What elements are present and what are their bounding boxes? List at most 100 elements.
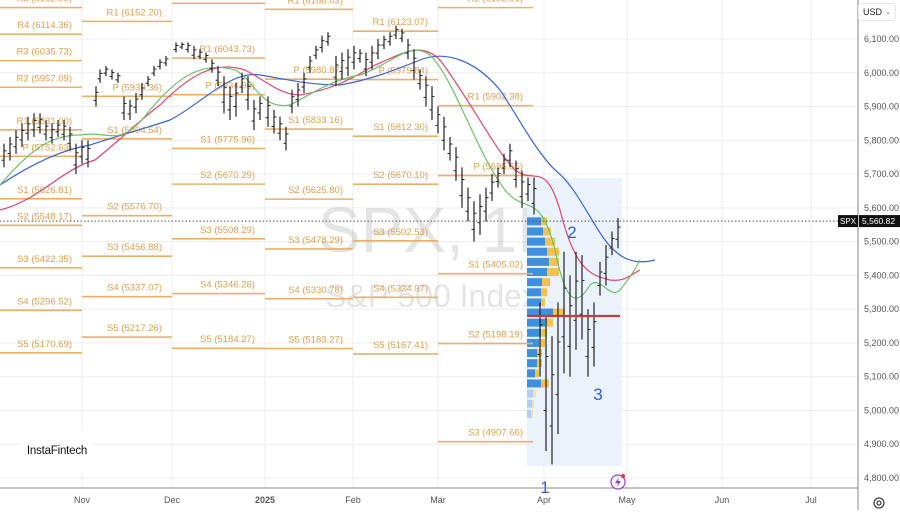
price-tick-label: 5,300.00 bbox=[864, 304, 899, 314]
price-tick-label: 4,800.00 bbox=[864, 473, 899, 483]
price-tick-label: 5,400.00 bbox=[864, 270, 899, 280]
time-tick-label: Feb bbox=[345, 495, 361, 505]
volume-bar-up bbox=[527, 379, 541, 387]
pivot-label: S2 (5198.19) bbox=[468, 330, 523, 341]
price-tick-label: 5,500.00 bbox=[864, 237, 899, 247]
pivot-label: S4 (5296.52) bbox=[17, 296, 72, 307]
pivot-label: R1 (5902.38) bbox=[468, 92, 523, 103]
pivot-label: S2 (5670.10) bbox=[373, 170, 428, 181]
time-axis: Nov Dec 2025 Feb Mar Apr May Jun Jul bbox=[0, 488, 858, 505]
pivot-label: S5 (5184.27) bbox=[200, 334, 255, 345]
price-tick-label: 5,700.00 bbox=[864, 169, 899, 179]
price-tick-label: 6,000.00 bbox=[864, 68, 899, 78]
volume-bar-up bbox=[527, 369, 535, 377]
alert-dot bbox=[621, 474, 625, 478]
pivot-label: S3 (4907.66) bbox=[468, 428, 523, 439]
pivot-label: R1 (6123.07) bbox=[373, 17, 428, 28]
volume-bar-down bbox=[541, 298, 545, 306]
volume-bar-down bbox=[541, 288, 547, 296]
volume-bar-down bbox=[532, 400, 534, 408]
pivot-label: S3 (5422.35) bbox=[17, 254, 72, 265]
pivot-label: R3 (6035.73) bbox=[17, 47, 72, 58]
volume-bar-up bbox=[527, 349, 537, 357]
chevron-down-icon: ⌄ bbox=[885, 8, 891, 16]
pivot-label: R2 (5957.09) bbox=[17, 73, 72, 84]
price-tick-label: 5,000.00 bbox=[864, 405, 899, 415]
volume-bar-up bbox=[527, 329, 541, 337]
currency-select[interactable]: USD ⌄ bbox=[858, 3, 896, 21]
volume-bar-up bbox=[527, 298, 541, 306]
pivot-label: S4 (5334.97) bbox=[373, 283, 428, 294]
pivot-label: S1 (5626.81) bbox=[17, 185, 72, 196]
price-tick-label: 5,200.00 bbox=[864, 338, 899, 348]
price-tick-label: 4,900.00 bbox=[864, 439, 899, 449]
price-tick-label: 5,100.00 bbox=[864, 372, 899, 382]
time-tick-label: Nov bbox=[74, 495, 91, 505]
symbol-watermark: SPX, 1D S&P 500 Index bbox=[318, 194, 563, 314]
volume-bar-up bbox=[527, 390, 533, 398]
time-tick-label: Jun bbox=[715, 495, 730, 505]
volume-bar-up bbox=[527, 319, 545, 327]
volume-bar-up bbox=[527, 400, 532, 408]
pivot-label: S3 (5478.29) bbox=[288, 235, 343, 246]
volume-bar-down bbox=[535, 369, 539, 377]
pivot-label: R5 (6192.99) bbox=[17, 0, 72, 5]
time-tick-label: Mar bbox=[430, 495, 446, 505]
volume-bar-down bbox=[542, 278, 550, 286]
volume-bar-up bbox=[527, 227, 543, 235]
pivot-label: S3 (5508.29) bbox=[200, 225, 255, 236]
pivot-label: S2 (5576.70) bbox=[107, 202, 162, 213]
pivot-label: R1 (6043.73) bbox=[200, 44, 255, 55]
volume-bar-up bbox=[527, 238, 545, 246]
volume-bar-up bbox=[527, 288, 541, 296]
volume-bar-down bbox=[531, 410, 533, 418]
pivot-label: S3 (5502.53) bbox=[373, 227, 428, 238]
pivot-label: P (5930.36) bbox=[113, 82, 162, 93]
pivot-label: R1 (6152.20) bbox=[107, 7, 162, 18]
time-tick-label: 2025 bbox=[255, 495, 275, 505]
pivot-label: S4 (5330.78) bbox=[288, 285, 343, 296]
volume-bar-up bbox=[527, 359, 537, 367]
volume-bar-up bbox=[527, 278, 542, 286]
pivot-label: S5 (5183.27) bbox=[288, 335, 343, 346]
watermark-description: S&P 500 Index bbox=[325, 278, 538, 314]
volume-bar-up bbox=[527, 268, 547, 276]
time-tick-label: Dec bbox=[164, 495, 181, 505]
pivot-label: R4 (6114.36) bbox=[17, 20, 72, 31]
pivot-label: S5 (5170.69) bbox=[17, 339, 72, 350]
wave-label-2: 2 bbox=[567, 223, 576, 242]
wave-label-3: 3 bbox=[593, 385, 602, 404]
pivot-label: S5 (5167.41) bbox=[373, 340, 428, 351]
pivot-label: S5 (5217.26) bbox=[107, 323, 162, 334]
time-tick-label: May bbox=[618, 495, 636, 505]
volume-bar-down bbox=[547, 268, 559, 276]
volume-bar-up bbox=[527, 410, 531, 418]
symbol-tag-label: SPX bbox=[840, 217, 857, 226]
volume-bar-up bbox=[527, 248, 547, 256]
instafintech-logo: InstaFintech bbox=[20, 430, 94, 472]
pivot-label: S1 (5812.30) bbox=[373, 122, 428, 133]
last-price-value: 5,560.82 bbox=[862, 216, 895, 226]
volume-bar-down bbox=[547, 248, 559, 256]
volume-bar-down bbox=[541, 379, 549, 387]
pivot-label: S1 (5775.96) bbox=[200, 134, 255, 145]
pivot-label: S2 (5670.29) bbox=[200, 170, 255, 181]
volume-bar-up bbox=[527, 258, 549, 266]
currency-label: USD bbox=[863, 7, 882, 17]
lightning-icon[interactable] bbox=[611, 474, 625, 489]
price-tick-label: 5,900.00 bbox=[864, 102, 899, 112]
price-tick-label: 6,100.00 bbox=[864, 34, 899, 44]
time-tick-label: Jul bbox=[805, 495, 817, 505]
pivot-label: R2 (6192.91) bbox=[468, 0, 523, 5]
pivot-label: S1 (5405.02) bbox=[468, 260, 523, 271]
price-tick-label: 5,800.00 bbox=[864, 135, 899, 145]
pivot-label: S4 (5346.28) bbox=[200, 280, 255, 291]
pivot-label: S4 (5337.07) bbox=[107, 283, 162, 294]
pivot-label: S1 (5833.16) bbox=[288, 115, 343, 126]
pivot-label: R1 (6188.03) bbox=[288, 0, 343, 6]
time-tick-label: Apr bbox=[537, 495, 551, 505]
volume-bar-down bbox=[533, 390, 536, 398]
gear-icon[interactable] bbox=[872, 496, 886, 510]
